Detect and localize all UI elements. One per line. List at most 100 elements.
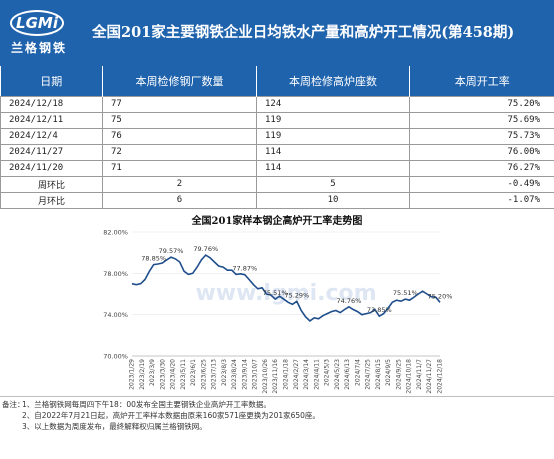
notes-section: 备注： 1、兰格钢铁网每周四下午18：00发布全国主要钢铁企业高炉开工率数据。 … — [0, 396, 554, 459]
x-tick-label: 2023/4/20 — [170, 359, 177, 390]
table-header-row: 日期 本周检修钢厂数量 本周检修高炉座数 本周开工率 — [0, 66, 554, 96]
x-tick-label: 2023/8/24 — [231, 359, 238, 390]
x-tick-label: 2024/7/25 — [365, 359, 372, 390]
cell-furnaces-change: 5 — [256, 175, 410, 193]
cell-date: 2024/11/20 — [0, 159, 103, 177]
table-row-mom: 月环比 6 10 -1.07% — [0, 191, 554, 209]
logo-mark: LGMi — [10, 10, 64, 36]
cell-rate: 76.00% — [409, 143, 554, 161]
data-label: 75.20% — [428, 292, 453, 300]
x-tick-label: 2024/3/14 — [303, 359, 310, 390]
cell-rate: 75.73% — [409, 127, 554, 145]
header-bar: LGMi 兰格钢铁 全国201家主要钢铁企业日均铁水产量和高炉开工情况(第458… — [0, 0, 554, 66]
x-tick-label: 2024/10/18 — [406, 359, 413, 394]
cell-furnaces: 114 — [256, 143, 410, 161]
cell-rate: 75.20% — [409, 95, 554, 113]
table-row: 2024/11/27 72 114 76.00% — [0, 143, 554, 161]
cell-date: 2024/11/27 — [0, 143, 103, 161]
line-chart: www.lgmi.com 70.00% 74.00% 78.00% 82.00% 2023… — [103, 229, 453, 394]
column-header: 本周检修钢厂数量 — [102, 66, 257, 96]
data-label: 75.51% — [263, 289, 288, 297]
cell-date: 2024/12/4 — [0, 127, 103, 145]
y-tick-label: 78.00% — [103, 270, 128, 278]
cell-furnaces: 114 — [256, 159, 410, 177]
note-line: 2、自2022年7月21日起，高炉开工率样本数据由原来160家571座更换为20… — [0, 410, 554, 421]
cell-label: 月环比 — [0, 191, 103, 209]
note-line: 3、以上数据为周度发布，最终解释权归属兰格钢铁网。 — [0, 421, 554, 432]
x-tick-label: 2023/3/30 — [159, 359, 166, 390]
watermark-text: www.lgmi.com — [195, 281, 376, 306]
x-tick-label: 2023/9/14 — [241, 359, 248, 390]
series-line — [131, 254, 441, 322]
x-tick-label: 2024/7/4 — [354, 359, 361, 386]
x-tick-label: 2023/11/16 — [272, 359, 279, 394]
x-tick-label: 2023/6/25 — [200, 359, 207, 390]
x-tick-label: 2024/6/13 — [344, 359, 351, 390]
cell-furnaces-change: 10 — [256, 191, 410, 209]
cell-mills: 76 — [102, 127, 257, 145]
cell-rate-change: -0.49% — [409, 175, 554, 193]
x-tick-label: 2023/5/11 — [180, 359, 187, 390]
cell-date: 2024/12/18 — [0, 95, 103, 113]
note-text: 1、兰格钢铁网每周四下午18：00发布全国主要钢铁企业高炉开工率数据。 — [22, 400, 271, 409]
x-tick-label: 2023/8/3 — [221, 359, 228, 386]
table-row: 2024/11/20 71 114 76.27% — [0, 159, 554, 177]
x-tick-label: 2024/4/11 — [313, 359, 320, 390]
x-tick-label: 2024/9/5 — [385, 359, 392, 386]
table-row: 2024/12/11 75 119 75.69% — [0, 111, 554, 129]
cell-date: 2024/12/11 — [0, 111, 103, 129]
note-line: 备注： 1、兰格钢铁网每周四下午18：00发布全国主要钢铁企业高炉开工率数据。 — [0, 399, 554, 410]
cell-mills: 75 — [102, 111, 257, 129]
cell-furnaces: 124 — [256, 95, 410, 113]
x-tick-label: 2024/5/23 — [334, 359, 341, 390]
cell-rate: 75.69% — [409, 111, 554, 129]
x-tick-label: 2024/12/18 — [437, 359, 444, 394]
data-label: 73.85% — [367, 306, 392, 314]
x-tick-label: 2024/11/7 — [416, 359, 423, 390]
page-title: 全国201家主要钢铁企业日均铁水产量和高炉开工情况(第458期) — [92, 24, 515, 41]
lgmi-logo: LGMi 兰格钢铁 — [6, 8, 72, 58]
x-tick-label: 2024/2/27 — [293, 359, 300, 390]
x-tick-label: 2023/2/19 — [139, 359, 146, 390]
note-text: 3、以上数据为周度发布，最终解释权归属兰格钢铁网。 — [22, 422, 207, 431]
cell-mills: 71 — [102, 159, 257, 177]
table-row: 2024/12/4 76 119 75.73% — [0, 127, 554, 145]
cell-mills: 77 — [102, 95, 257, 113]
x-tick-label: 2023/3/9 — [149, 359, 156, 386]
cell-mills-change: 6 — [102, 191, 257, 209]
column-header: 日期 — [0, 66, 103, 96]
column-header: 本周检修高炉座数 — [256, 66, 410, 96]
x-tick-label: 2023/10/7 — [252, 359, 259, 390]
logo-cn-text: 兰格钢铁 — [10, 41, 67, 55]
data-table: 日期 本周检修钢厂数量 本周检修高炉座数 本周开工率 2024/12/18 77… — [0, 66, 554, 209]
data-label: 78.85% — [141, 255, 166, 263]
cell-rate: 76.27% — [409, 159, 554, 177]
data-label: 74.76% — [337, 297, 362, 305]
chart-title: 全国201家样本钢企高炉开工率走势图 — [191, 216, 363, 227]
x-tick-label: 2024/11/27 — [426, 359, 433, 394]
y-tick-label: 82.00% — [103, 229, 128, 237]
table-row-wow: 周环比 2 5 -0.49% — [0, 175, 554, 193]
data-label: 77.87% — [232, 265, 257, 273]
x-tick-label: 2023/1/29 — [129, 359, 136, 390]
note-text: 2、自2022年7月21日起，高炉开工率样本数据由原来160家571座更换为20… — [22, 411, 320, 420]
cell-mills: 72 — [102, 143, 257, 161]
cell-mills-change: 2 — [102, 175, 257, 193]
x-tick-label: 2024/1/18 — [283, 359, 290, 390]
column-header: 本周开工率 — [409, 66, 554, 96]
note-prefix: 备注： — [2, 400, 25, 409]
y-tick-label: 74.00% — [103, 311, 128, 319]
data-label: 79.76% — [193, 245, 218, 253]
cell-furnaces: 119 — [256, 111, 410, 129]
data-label: 79.57% — [159, 247, 184, 255]
cell-label: 周环比 — [0, 175, 103, 193]
data-label: 75.29% — [284, 291, 309, 299]
x-tick-label: 2024/9/25 — [395, 359, 402, 390]
x-tick-label: 2023/10/26 — [262, 359, 269, 394]
data-label: 75.51% — [393, 289, 418, 297]
x-tick-label: 2024/8/15 — [375, 359, 382, 390]
cell-furnaces: 119 — [256, 127, 410, 145]
y-tick-label: 70.00% — [103, 353, 128, 361]
table-row: 2024/12/18 77 124 75.20% — [0, 95, 554, 113]
x-tick-label: 2023/6/1 — [190, 359, 197, 386]
